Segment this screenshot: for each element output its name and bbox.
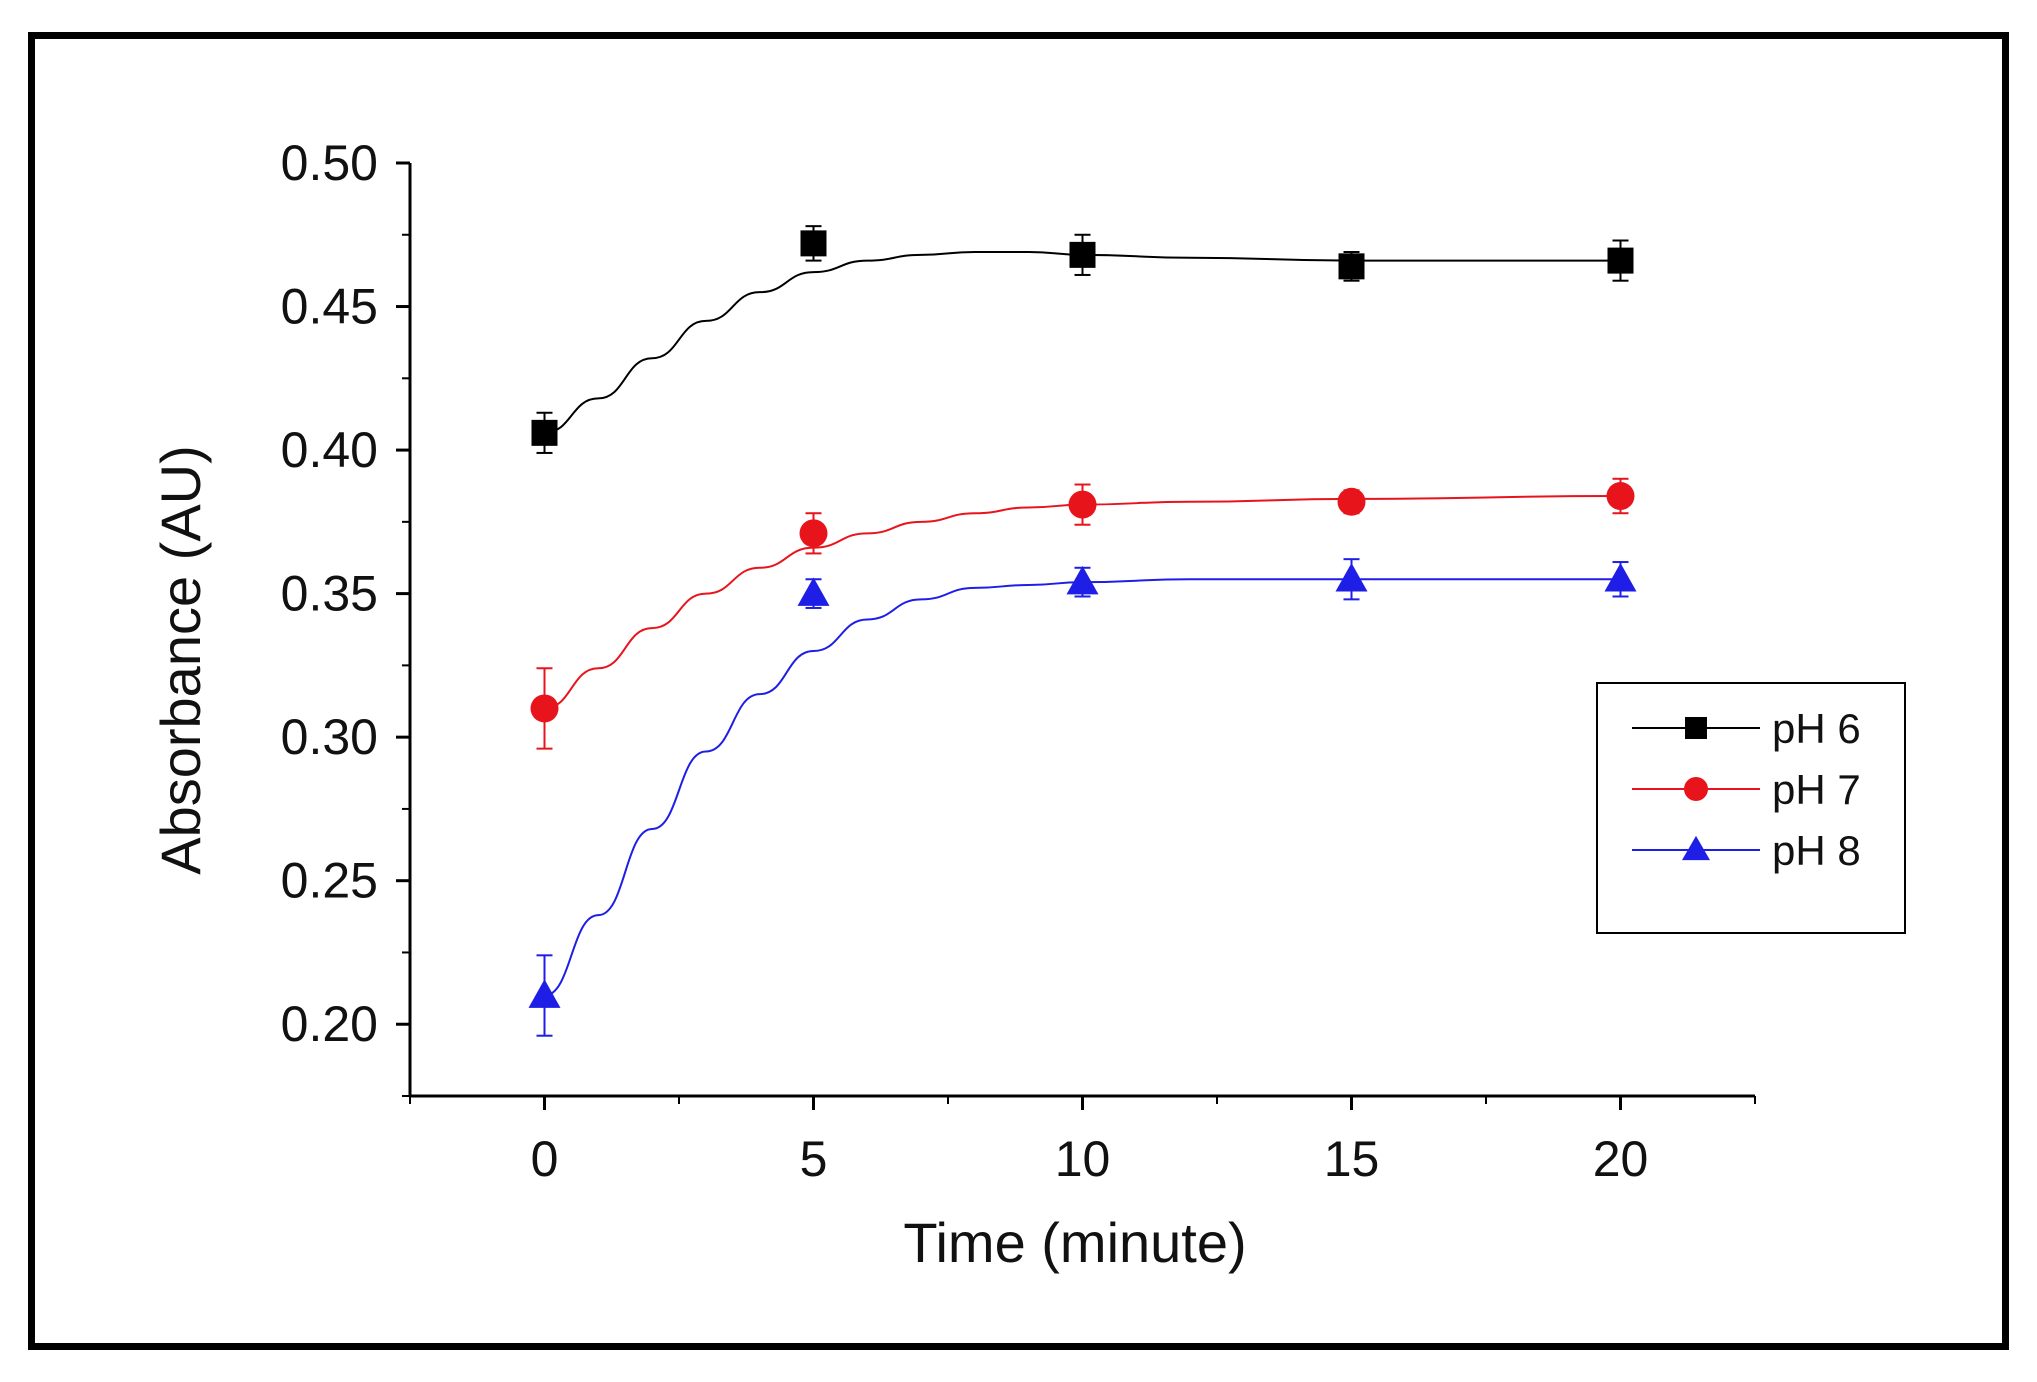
legend: pH 6 pH 7 pH 8 [1596,682,1906,934]
fit-curve-ph-7 [544,495,1621,710]
legend-label-ph-8: pH 8 [1772,827,1861,874]
point-ph-7 [1606,482,1635,511]
data-points [528,230,1637,1008]
x-tick-label: 15 [1324,1131,1380,1187]
x-axis-title: Time (minute) [903,1211,1246,1274]
point-ph-6 [800,230,827,257]
legend-marker-ph-7 [1684,777,1708,801]
y-axis-title: Absorbance (AU) [149,445,212,875]
point-ph-6 [1338,253,1365,280]
fit-curve-ph-6 [544,250,1621,434]
point-ph-6 [531,419,558,446]
y-tick-label: 0.45 [281,279,378,335]
point-ph-8 [1066,565,1099,595]
x-tick-label: 5 [800,1131,828,1187]
legend-box [1596,682,1906,934]
y-tick-label: 0.20 [281,996,378,1052]
tick-marks [396,161,1756,1110]
fit-curve-ph-8 [544,578,1621,997]
legend-marker-ph-6 [1685,717,1707,739]
y-tick-label: 0.50 [281,135,378,191]
point-ph-7 [799,519,828,548]
point-ph-7 [1337,487,1366,516]
point-ph-7 [1068,490,1097,519]
point-ph-7 [530,694,559,723]
x-tick-label: 0 [531,1131,559,1187]
axes [408,163,1755,1098]
y-tick-label: 0.35 [281,566,378,622]
fit-curves [544,250,1621,997]
point-ph-8 [797,577,830,606]
y-tick-label: 0.30 [281,709,378,765]
y-tick-label: 0.40 [281,422,378,478]
point-ph-8 [1335,562,1368,592]
y-tick-label: 0.25 [281,853,378,909]
point-ph-6 [1607,247,1634,274]
legend-marker-ph-8 [1682,835,1710,861]
point-ph-8 [528,979,561,1008]
legend-label-ph-6: pH 6 [1772,705,1861,752]
x-tick-label: 20 [1593,1131,1649,1187]
error-bars [536,225,1629,1037]
point-ph-8 [1604,562,1637,592]
point-ph-6 [1069,241,1096,268]
x-tick-label: 10 [1055,1131,1111,1187]
tick-labels: 0.20 0.25 0.30 0.35 0.40 0.45 0.50 0 5 10 15 20 [281,135,1649,1187]
legend-label-ph-7: pH 7 [1772,766,1861,813]
